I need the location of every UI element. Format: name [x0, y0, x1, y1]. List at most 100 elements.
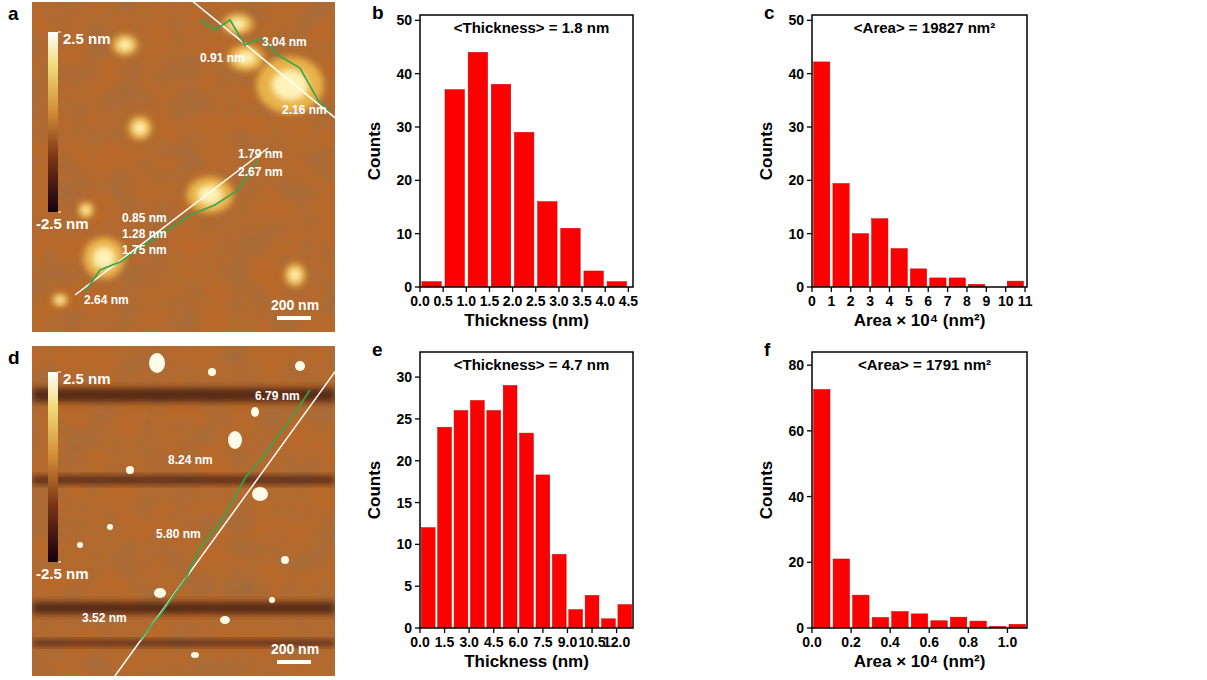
x-tick-label: 4 [886, 293, 894, 309]
particle [228, 431, 242, 449]
y-tick [415, 180, 420, 181]
height-annotation: 2.64 nm [84, 293, 129, 307]
bar [584, 271, 603, 287]
x-tick-label: 3 [866, 293, 874, 309]
particle [77, 542, 83, 548]
bar [561, 228, 580, 287]
image-ground [32, 346, 335, 676]
y-tick [807, 286, 812, 287]
flake [118, 39, 132, 50]
x-tick [419, 628, 420, 633]
y-tick-label: 40 [788, 66, 804, 82]
panel-letter: d [8, 347, 20, 368]
bar [833, 559, 849, 628]
x-tick [929, 628, 930, 633]
y-tick-label: 20 [396, 172, 412, 188]
flake-halo [128, 116, 151, 139]
x-tick [850, 287, 851, 292]
x-tick-label: 6 [924, 293, 932, 309]
height-annotation: 3.52 nm [82, 611, 127, 625]
y-tick [807, 430, 812, 431]
colorbar [48, 32, 58, 212]
x-tick-label: 7 [944, 293, 952, 309]
x-tick-label: 4.5 [619, 293, 639, 309]
height-annotation: 1.75 nm [122, 243, 167, 257]
bar [892, 612, 908, 628]
y-tick-label: 30 [396, 369, 412, 385]
particle [251, 407, 259, 417]
bar [514, 132, 533, 287]
x-tick [831, 287, 832, 292]
x-tick-label: 0 [808, 293, 816, 309]
x-tick [558, 287, 559, 292]
y-tick-label: 50 [396, 12, 412, 28]
bar [970, 621, 986, 628]
x-tick-label: 0.0 [802, 634, 822, 650]
bar [949, 278, 965, 287]
x-tick [811, 287, 812, 292]
flake-halo [112, 35, 138, 56]
afm-image [32, 346, 335, 676]
flake [56, 297, 64, 304]
x-tick-label: 6.0 [509, 634, 529, 650]
scale-bar [277, 316, 311, 320]
x-tick [469, 628, 470, 633]
height-profile [200, 20, 330, 112]
x-tick-label: 3.0 [549, 293, 569, 309]
y-tick-label: 50 [788, 12, 804, 28]
bars [421, 385, 631, 628]
y-tick-label: 20 [788, 172, 804, 188]
y-tick-label: 0 [404, 620, 412, 636]
bar [552, 554, 566, 628]
x-tick [444, 628, 445, 633]
bars [422, 52, 627, 287]
particle [220, 616, 230, 624]
bar [872, 617, 888, 628]
bar [853, 595, 869, 628]
x-tick [968, 628, 969, 633]
bar [538, 202, 557, 287]
x-axis-title: Thickness (nm) [464, 652, 589, 671]
bar [454, 411, 468, 628]
bar [569, 610, 583, 628]
bar [833, 184, 849, 287]
flake [289, 269, 300, 282]
x-tick-label: 4.0 [595, 293, 615, 309]
height-annotation: 3.04 nm [262, 35, 307, 49]
bar [536, 475, 550, 628]
x-tick [1007, 628, 1008, 633]
y-tick-label: 20 [788, 554, 804, 570]
x-tick [518, 628, 519, 633]
x-tick [512, 287, 513, 292]
x-tick [889, 287, 890, 292]
scan-streak [32, 602, 335, 614]
y-tick-label: 0 [404, 279, 412, 295]
x-tick [986, 287, 987, 292]
y-tick [415, 586, 420, 587]
colorbar-label: -2.5 nm [36, 215, 89, 232]
x-tick-label: 2.0 [503, 293, 523, 309]
histogram-panel: 0123456789101101020304050<Area> = 19827 … [757, 2, 1033, 330]
panel-letter: c [764, 2, 775, 23]
bars [814, 62, 1024, 287]
y-tick-label: 25 [396, 411, 412, 427]
x-tick-label: 11 [1018, 293, 1033, 309]
bar [585, 595, 599, 628]
x-tick-label: 0.8 [959, 634, 979, 650]
bar [931, 621, 947, 628]
particle [154, 588, 166, 598]
x-tick-label: 7.5 [533, 634, 553, 650]
y-tick [415, 73, 420, 74]
panel-title: <Thickness> = 1.8 nm [454, 19, 610, 36]
x-tick-label: 2.5 [526, 293, 546, 309]
bar [520, 433, 534, 628]
panel-title: <Area> = 1791 nm² [858, 356, 991, 373]
flake-halo [222, 14, 253, 35]
y-tick [807, 126, 812, 127]
bar [911, 614, 927, 628]
colorbar-tick [58, 32, 61, 33]
y-tick [415, 460, 420, 461]
bar [602, 619, 616, 628]
height-profile [85, 160, 258, 292]
height-annotation: 0.85 nm [122, 211, 167, 225]
